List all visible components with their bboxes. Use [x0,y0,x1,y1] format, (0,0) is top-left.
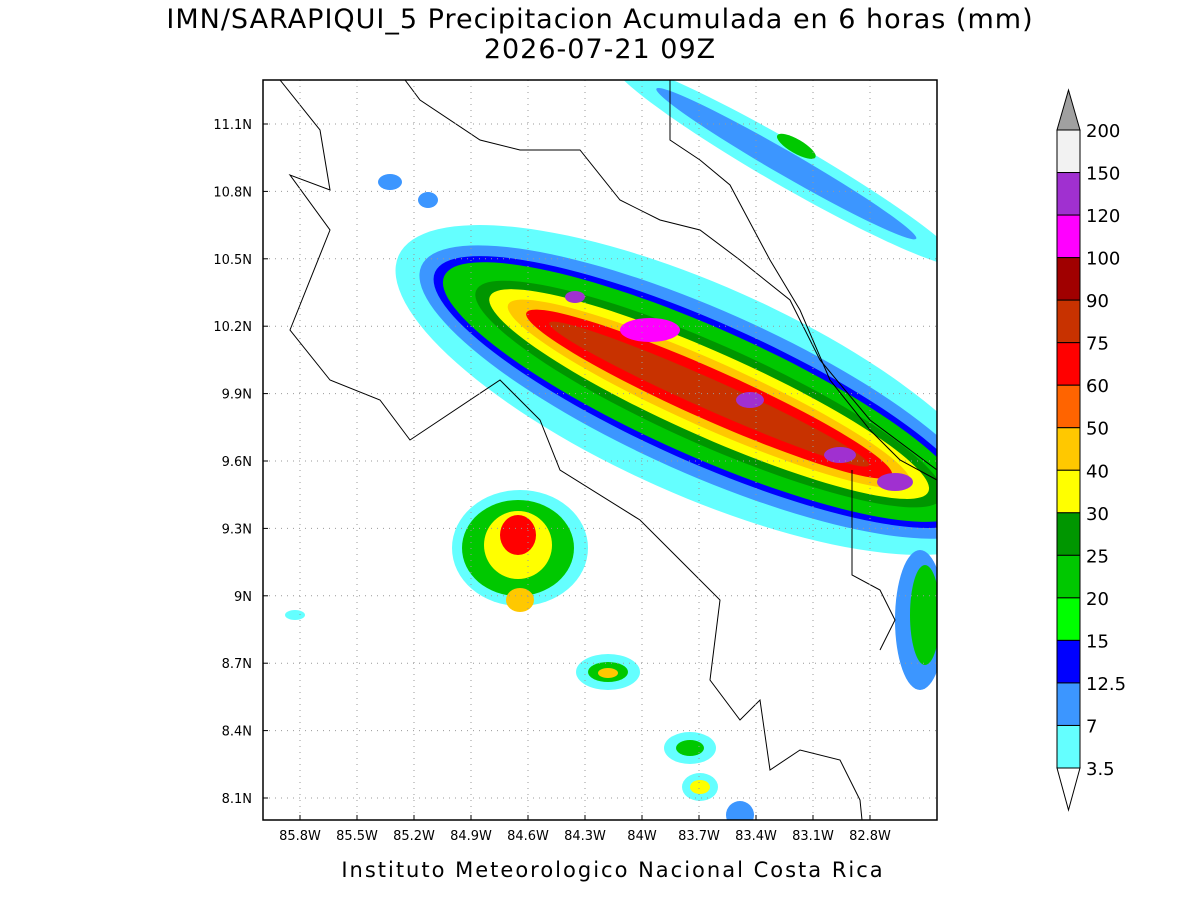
colorbar-label: 12.5 [1086,674,1126,695]
colorbar-box [1056,724,1081,769]
colorbar-label: 15 [1086,631,1109,652]
lon-tick-label: 85.8W [279,829,321,844]
lon-tick-label: 84.9W [450,829,492,844]
lon-tick-label: 84W [627,829,657,844]
lat-tick-label: 9.6N [222,455,252,470]
colorbar-label: 20 [1086,589,1109,610]
colorbar-box [1056,129,1081,174]
colorbar-box [1056,299,1081,344]
colorbar-label: 200 [1086,121,1120,142]
lat-tick-label: 10.2N [213,320,252,335]
subtitle: 2026-07-21 09Z [484,34,716,65]
colorbar-label: 50 [1086,419,1109,440]
lon-tick-label: 84.6W [507,829,549,844]
lat-tick-label: 10.8N [213,185,252,200]
colorbar-box [1056,682,1081,726]
lon-tick-label: 83.7W [678,829,720,844]
colorbar-box [1056,257,1081,301]
lon-tick-label: 82.8W [849,829,891,844]
footer: Instituto Meteorologico Nacional Costa R… [341,858,884,882]
lat-tick-label: 11.1N [213,118,252,133]
colorbar-box [1056,469,1081,514]
lat-tick-label: 9.9N [222,388,252,403]
lat-tick-label: 8.7N [222,657,252,672]
lat-tick-label: 9N [234,590,252,605]
colorbar-box [1056,342,1081,386]
colorbar-box [1056,172,1081,216]
lon-tick-label: 84.3W [564,829,606,844]
colorbar-box [1056,554,1081,599]
title: IMN/SARAPIQUI_5 Precipitacion Acumulada … [166,4,1033,35]
precip-field [279,80,937,820]
grid: 85.8W 85.5W 85.2W 84.9W 84.6W 84.3W 84W 83.7W 83… [213,80,937,844]
colorbar-label: 60 [1086,376,1109,397]
colorbar-label: 90 [1086,291,1109,312]
lon-tick-label: 85.2W [393,829,435,844]
colorbar-label: 7 [1086,716,1097,737]
colorbar-label: 3.5 [1086,759,1115,780]
colorbar-label: 25 [1086,546,1109,567]
lon-tick-label: 83.4W [735,829,777,844]
colorbar-box [1056,427,1081,471]
colorbar-box [1056,384,1081,429]
colorbar-label: 40 [1086,461,1109,482]
lat-tick-label: 8.1N [222,792,252,807]
lat-tick-label: 9.3N [222,522,252,537]
colorbar-label: 100 [1086,249,1120,270]
colorbar-label: 120 [1086,206,1120,227]
lat-tick-label: 8.4N [222,725,252,740]
colorbar-box [1056,512,1081,556]
colorbar-label: 150 [1086,164,1120,185]
lat-tick-label: 10.5N [213,253,252,268]
colorbar-label: 30 [1086,504,1109,525]
colorbar: 200 150 120 100 90 75 60 50 40 30 25 20 15 12.5 7 3.5 [1056,88,1126,812]
colorbar-label: 75 [1086,334,1109,355]
lon-tick-label: 83.1W [792,829,834,844]
colorbar-box [1056,597,1081,641]
map-frame [262,79,938,821]
colorbar-box [1056,214,1081,259]
lon-tick-label: 85.5W [336,829,378,844]
colorbar-box [1056,639,1081,684]
